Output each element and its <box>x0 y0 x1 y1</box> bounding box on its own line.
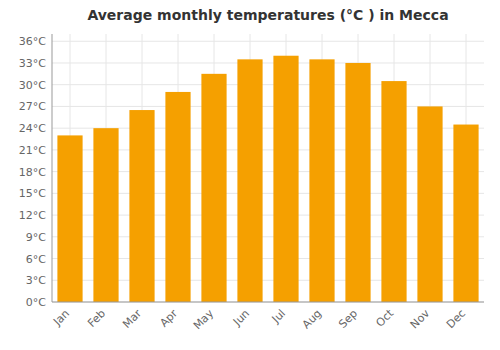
bar <box>93 128 118 302</box>
bar <box>201 74 226 302</box>
y-tick-label: 12°C <box>19 209 46 222</box>
y-tick-label: 30°C <box>19 79 46 92</box>
bar <box>237 59 262 302</box>
bar <box>345 63 370 302</box>
x-tick-label: Mar <box>120 307 144 331</box>
bar <box>129 110 154 302</box>
x-tick-label: Feb <box>85 307 108 330</box>
bar <box>309 59 334 302</box>
x-tick-label: Oct <box>373 306 396 329</box>
y-axis-line <box>52 34 53 302</box>
y-tick-label: 6°C <box>26 253 46 266</box>
x-tick-label: May <box>191 307 217 333</box>
y-tick-label: 15°C <box>19 187 46 200</box>
bar <box>381 81 406 302</box>
y-grid-line <box>52 302 484 303</box>
x-tick-label: Jul <box>269 307 288 326</box>
y-tick-label: 18°C <box>19 166 46 179</box>
y-grid-line <box>52 62 484 63</box>
y-tick-label: 36°C <box>19 35 46 48</box>
chart-container: 0°C 3°C 6°C 9°C 12°C 15°C 18°C 21°C 24°C 27°C 30°C… <box>0 0 500 350</box>
bar <box>273 56 298 302</box>
x-tick-label: Dec <box>444 307 468 331</box>
x-tick-label: Sep <box>336 307 360 331</box>
y-grid-line <box>52 84 484 85</box>
bar <box>417 106 442 302</box>
y-axis: 0°C 3°C 6°C 9°C 12°C 15°C 18°C 21°C 24°C 27°C 30°C… <box>19 35 46 309</box>
x-axis: Jan Feb Mar Apr May Jun Jul Aug Sep Oct Nov Dec <box>50 306 468 332</box>
y-tick-label: 21°C <box>19 144 46 157</box>
bar <box>57 135 82 302</box>
x-tick-label: Jan <box>50 307 72 329</box>
x-tick-label: Nov <box>408 307 433 332</box>
chart-title: Average monthly temperatures (°C ) in Me… <box>87 7 448 23</box>
x-tick-label: Apr <box>157 307 180 330</box>
bar <box>165 92 190 302</box>
y-tick-label: 24°C <box>19 122 46 135</box>
y-tick-label: 27°C <box>19 100 46 113</box>
y-tick-label: 3°C <box>26 274 46 287</box>
y-tick-label: 33°C <box>19 57 46 70</box>
y-tick-label: 9°C <box>26 231 46 244</box>
chart-svg: 0°C 3°C 6°C 9°C 12°C 15°C 18°C 21°C 24°C 27°C 30°C… <box>0 0 500 350</box>
grid <box>52 34 484 302</box>
x-axis-line <box>52 302 484 303</box>
x-tick-label: Aug <box>300 307 324 331</box>
y-tick-label: 0°C <box>26 296 46 309</box>
x-tick-label: Jun <box>230 307 252 329</box>
y-grid-line <box>52 41 484 42</box>
bar <box>453 125 478 302</box>
bars <box>57 56 478 302</box>
